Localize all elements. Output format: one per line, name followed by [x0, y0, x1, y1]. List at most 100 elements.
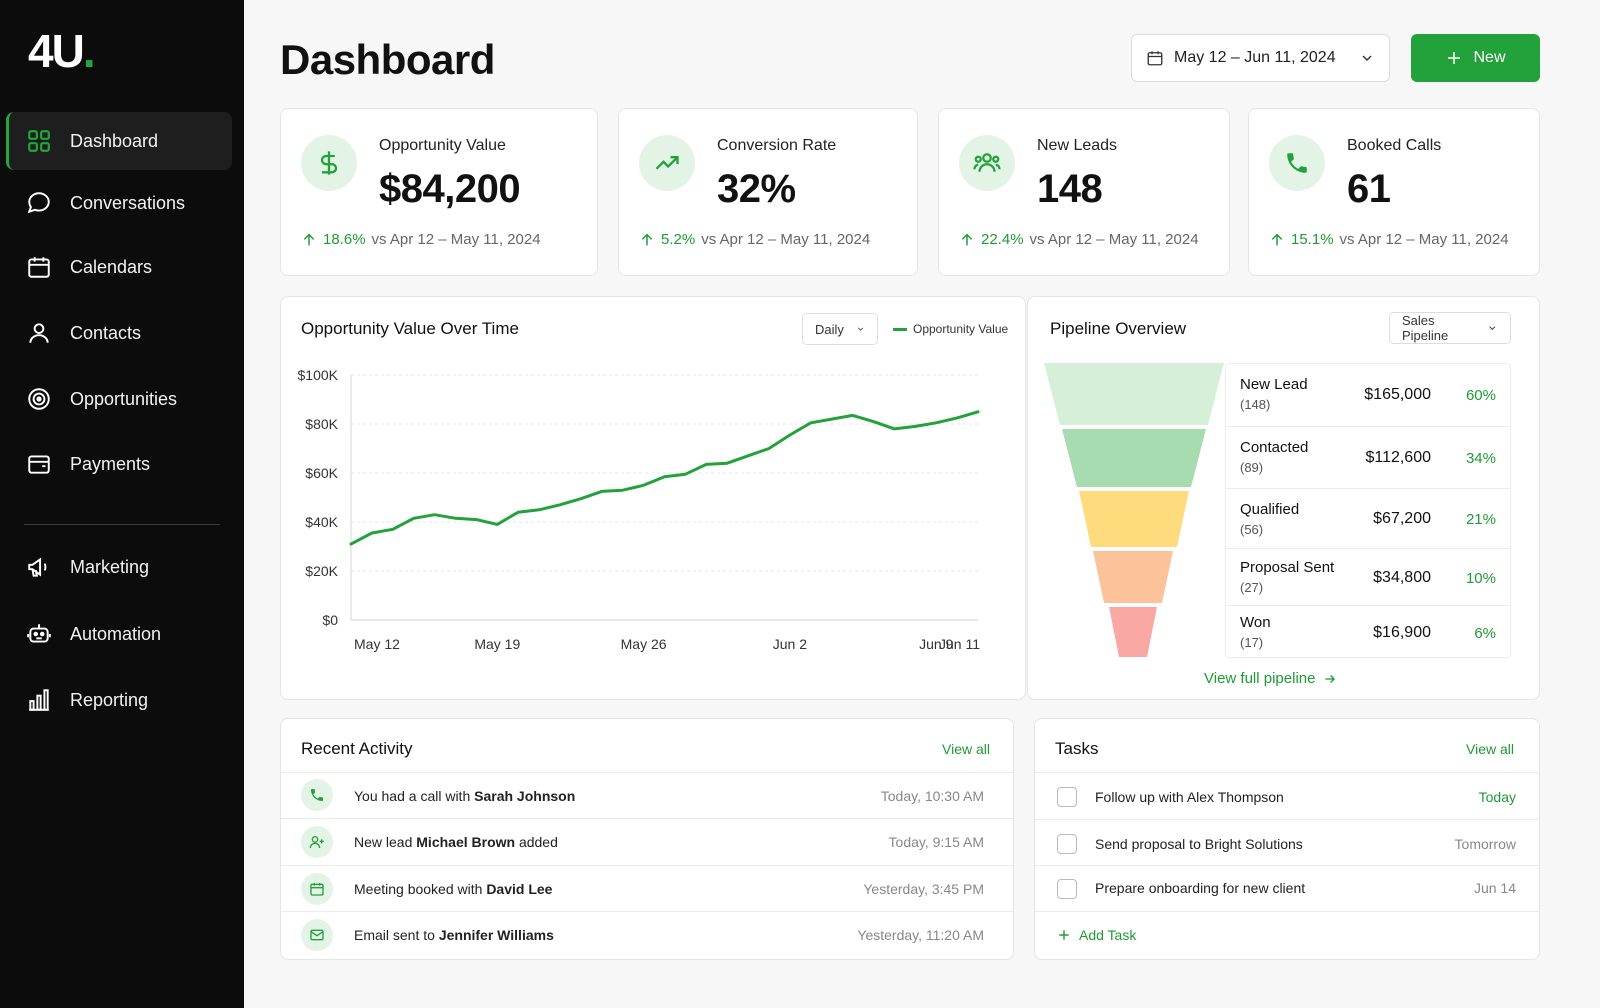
funnel-graphic: [1044, 363, 1224, 657]
kpi-label: New Leads: [1037, 137, 1118, 154]
pipeline-select-value: Sales Pipeline: [1402, 313, 1449, 343]
sidebar-item-label: Automation: [70, 623, 162, 644]
activity-text-name: Michael Brown: [416, 834, 516, 850]
arrow-up-icon: [641, 233, 653, 245]
sidebar-item-reporting[interactable]: Reporting: [6, 671, 232, 729]
kpi-compare-text: vs Apr 12 – May 11, 2024: [701, 231, 871, 248]
task-checkbox[interactable]: [1057, 787, 1077, 807]
interval-select-value: Daily: [815, 321, 844, 337]
stage-pct: 10%: [1465, 570, 1496, 587]
chart-legend: Opportunity Value: [893, 322, 1008, 336]
recent-activity-card: Recent Activity View all You had a call …: [280, 718, 1014, 960]
x-tick-label: May 12: [354, 636, 400, 652]
task-checkbox[interactable]: [1057, 834, 1077, 854]
add-task-row: Add Task: [1035, 911, 1539, 959]
pipeline-row[interactable]: Qualified (56) $67,200 21%: [1225, 489, 1511, 549]
view-full-pipeline-link[interactable]: View full pipeline: [1204, 670, 1337, 687]
kpi-value: 148: [1037, 167, 1103, 211]
activity-view-all-link[interactable]: View all: [942, 741, 990, 757]
funnel-stage-new-lead[interactable]: [1044, 363, 1224, 425]
activity-text: Meeting booked with David Lee: [354, 881, 552, 897]
kpi-compare-text: vs Apr 12 – May 11, 2024: [371, 231, 541, 248]
activity-text-prefix: You had a call with: [354, 788, 475, 804]
logo[interactable]: 4U.: [28, 25, 96, 77]
tasks-view-all-link[interactable]: View all: [1466, 741, 1514, 757]
trending-up-icon: [639, 135, 695, 191]
arrow-up-icon: [1271, 233, 1283, 245]
task-checkbox[interactable]: [1057, 879, 1077, 899]
activity-row[interactable]: Meeting booked with David Lee Yesterday,…: [281, 865, 1013, 911]
activity-text-suffix: added: [515, 834, 558, 850]
activity-text-prefix: New lead: [354, 834, 417, 850]
activity-text: You had a call with Sarah Johnson: [354, 788, 575, 804]
pipeline-row[interactable]: Proposal Sent (27) $34,800 10%: [1225, 549, 1511, 606]
funnel-stage-won[interactable]: [1109, 607, 1157, 657]
stage-pct: 21%: [1465, 511, 1496, 528]
x-tick-label: Jun 2: [773, 636, 807, 652]
stage-pct: 6%: [1474, 625, 1496, 642]
pipeline-row[interactable]: Contacted (89) $112,600 34%: [1225, 427, 1511, 489]
sidebar-item-dashboard[interactable]: Dashboard: [6, 112, 232, 170]
funnel-stage-contacted[interactable]: [1062, 429, 1206, 487]
task-row[interactable]: Send proposal to Bright Solutions Tomorr…: [1035, 819, 1539, 865]
activity-row[interactable]: You had a call with Sarah Johnson Today,…: [281, 772, 1013, 818]
activity-text: New lead Michael Brown added: [354, 834, 558, 850]
stage-name: Proposal Sent: [1240, 559, 1335, 576]
pipeline-select[interactable]: Sales Pipeline: [1389, 312, 1511, 344]
activity-text-name: Sarah Johnson: [474, 788, 576, 804]
kpi-label: Conversion Rate: [717, 137, 837, 154]
users-icon: [959, 135, 1015, 191]
user-plus-icon: [301, 826, 333, 858]
tasks-title: Tasks: [1055, 739, 1099, 758]
task-row[interactable]: Follow up with Alex Thompson Today: [1035, 772, 1539, 819]
y-tick-label: $20K: [305, 563, 338, 579]
legend-swatch: [893, 327, 907, 331]
sidebar: 4U. Dashboard Conversations Calendars Co…: [0, 0, 244, 1008]
kpi-compare-text: vs Apr 12 – May 11, 2024: [1029, 231, 1199, 248]
sidebar-item-label: Calendars: [70, 256, 153, 277]
interval-select[interactable]: Daily: [802, 313, 878, 345]
user-icon: [29, 323, 49, 343]
kpi-label: Booked Calls: [1347, 137, 1442, 154]
y-tick-label: $0: [322, 612, 338, 628]
funnel-stage-qualified[interactable]: [1079, 491, 1189, 547]
activity-time: Today, 10:30 AM: [880, 788, 984, 804]
task-text: Prepare onboarding for new client: [1095, 880, 1306, 896]
y-tick-label: $80K: [305, 416, 338, 432]
sidebar-item-automation[interactable]: Automation: [6, 605, 232, 663]
date-range-picker[interactable]: May 12 – Jun 11, 2024: [1131, 34, 1390, 82]
page-title: Dashboard: [280, 36, 495, 83]
sidebar-item-conversations[interactable]: Conversations: [6, 174, 232, 232]
sidebar-item-calendars[interactable]: Calendars: [6, 238, 232, 296]
sidebar-item-marketing[interactable]: Marketing: [6, 538, 232, 596]
stage-amount: $16,900: [1373, 624, 1431, 641]
logo-text: 4U: [28, 25, 85, 77]
calendar-icon: [28, 257, 50, 278]
pipeline-row[interactable]: Won (17) $16,900 6%: [1225, 606, 1511, 658]
kpi-value: 61: [1347, 167, 1391, 211]
pipeline-row[interactable]: New Lead (148) $165,000 60%: [1225, 363, 1511, 427]
activity-text-name: Jennifer Williams: [438, 927, 554, 943]
stage-amount: $67,200: [1373, 510, 1431, 527]
activity-row[interactable]: New lead Michael Brown added Today, 9:15…: [281, 818, 1013, 865]
arrow-up-icon: [303, 233, 315, 245]
activity-title: Recent Activity: [301, 739, 413, 758]
sidebar-item-payments[interactable]: Payments: [6, 435, 232, 493]
pipeline-table: [1225, 363, 1511, 658]
activity-row[interactable]: Email sent to Jennifer Williams Yesterda…: [281, 911, 1013, 959]
stage-amount: $112,600: [1365, 449, 1431, 466]
add-task-button[interactable]: Add Task: [1057, 927, 1136, 943]
task-row[interactable]: Prepare onboarding for new client Jun 14: [1035, 865, 1539, 911]
kpi-change-pct: 15.1%: [1291, 231, 1334, 248]
grid-icon: [28, 130, 50, 152]
new-button[interactable]: New: [1411, 34, 1540, 82]
activity-time: Today, 9:15 AM: [888, 834, 984, 850]
stage-count: (148): [1240, 397, 1271, 412]
kpi-value: 32%: [717, 167, 796, 211]
chat-bubble-icon: [27, 192, 50, 214]
kpi-change: 5.2% vs Apr 12 – May 11, 2024: [639, 231, 870, 248]
funnel-stage-proposal-sent[interactable]: [1093, 551, 1173, 603]
task-text: Send proposal to Bright Solutions: [1095, 836, 1303, 852]
sidebar-item-opportunities[interactable]: Opportunities: [6, 370, 232, 428]
sidebar-item-contacts[interactable]: Contacts: [6, 304, 232, 362]
